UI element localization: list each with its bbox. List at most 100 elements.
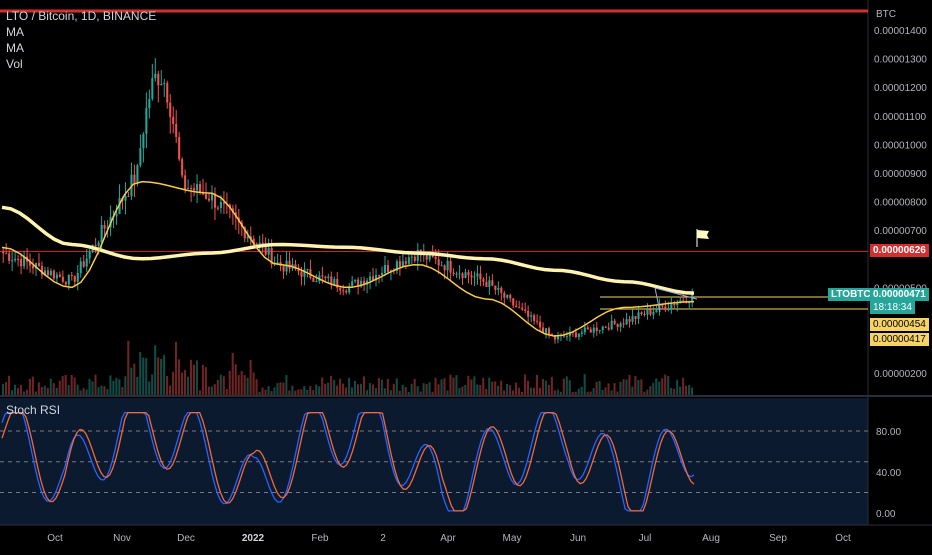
candle-body — [449, 260, 452, 273]
stoch-rsi-label[interactable]: Stoch RSI — [6, 403, 61, 417]
volume-bar — [595, 381, 598, 395]
volume-bar — [213, 384, 216, 395]
volume-bar — [273, 387, 276, 395]
flag-icon[interactable] — [695, 228, 711, 248]
candle-body — [476, 273, 479, 277]
volume-bar — [291, 385, 294, 395]
candle-body — [646, 309, 649, 315]
candle-body — [539, 321, 542, 328]
volume-bar — [580, 386, 583, 395]
candle-body — [542, 327, 545, 333]
candle-body — [172, 116, 175, 124]
candle-body — [610, 320, 613, 330]
volume-bar — [691, 387, 694, 395]
candle-body — [386, 265, 390, 273]
volume-bar — [333, 379, 336, 395]
volume-bar — [404, 386, 407, 395]
time-tick-label: Jul — [639, 533, 652, 544]
volume-bar — [267, 386, 270, 395]
legend-title[interactable]: LTO / Bitcoin, 1D, BINANCE — [6, 9, 157, 23]
candle-body — [58, 274, 61, 277]
volume-bar — [100, 385, 103, 395]
volume-bar — [643, 391, 646, 395]
price-tick-label: 0.00000700 — [874, 226, 927, 237]
candle-body — [210, 193, 214, 201]
candle-body — [258, 242, 261, 245]
candle-body — [595, 327, 598, 332]
volume-bar — [327, 382, 330, 395]
volume-bar — [383, 388, 386, 395]
candle-body — [455, 273, 458, 275]
volume-bar — [461, 386, 464, 395]
volume-bar — [97, 387, 100, 395]
volume-bar — [342, 383, 345, 395]
volume-bar — [31, 376, 34, 395]
volume-bar — [562, 378, 565, 395]
volume-bar — [228, 370, 231, 395]
legend-volume[interactable]: Vol — [6, 57, 23, 71]
candle-body — [79, 261, 82, 273]
candle-body — [276, 262, 279, 264]
volume-bar — [154, 345, 157, 395]
candle-body — [148, 98, 151, 109]
volume-bar — [70, 374, 73, 395]
candles — [2, 58, 694, 344]
volume-bar — [288, 390, 291, 395]
volume-bar — [368, 383, 371, 395]
candle-body — [160, 83, 163, 86]
candle-body — [613, 320, 616, 324]
volume-bar — [73, 377, 76, 395]
volume-bar — [485, 388, 488, 395]
volume-bar — [249, 360, 252, 395]
volume-bar — [613, 383, 616, 395]
time-tick-label: Nov — [113, 533, 131, 544]
candle-body — [207, 198, 211, 201]
candle-body — [106, 227, 109, 229]
volume-bar — [240, 371, 243, 395]
time-tick-label: May — [503, 533, 522, 544]
volume-bar — [219, 374, 222, 395]
volume-bar — [28, 378, 31, 395]
candle-body — [351, 281, 354, 287]
candle-body — [643, 314, 646, 316]
countdown-tag: 18:18:34 — [870, 301, 915, 314]
candle-body — [446, 260, 449, 271]
volume-bar — [52, 383, 55, 395]
volume-bar — [285, 375, 288, 395]
price-tick-label: 0.00001300 — [874, 55, 927, 66]
volume-bar — [91, 381, 94, 395]
candle-body — [652, 311, 655, 315]
volume-bar — [440, 379, 443, 395]
volume-bar — [186, 376, 190, 395]
volume-bar — [589, 391, 592, 395]
volume-bar — [452, 377, 455, 395]
candle-body — [70, 275, 73, 277]
candle-body — [354, 279, 357, 282]
candle-body — [503, 292, 506, 298]
candle-body — [562, 335, 565, 337]
volume-bar — [189, 359, 193, 395]
volume-bar — [407, 391, 410, 395]
candle-body — [363, 280, 366, 285]
candle-body — [631, 316, 634, 322]
volume-bar — [422, 383, 425, 395]
legend-ma-1[interactable]: MA — [6, 25, 24, 39]
volume-bar — [258, 391, 261, 395]
volume-bar — [604, 387, 607, 395]
candle-body — [512, 298, 515, 306]
volume-bar — [4, 382, 8, 395]
candle-body — [518, 307, 521, 309]
volume-bar — [118, 379, 121, 395]
volume-bar — [40, 386, 43, 395]
candle-body — [175, 123, 178, 137]
volume-bar — [216, 379, 219, 395]
volume-bar — [523, 374, 527, 395]
candle-body — [586, 327, 589, 330]
legend-ma-2[interactable]: MA — [6, 41, 24, 55]
candle-body — [219, 202, 222, 209]
volume-bar — [449, 374, 452, 395]
volume-bar — [106, 389, 109, 395]
candle-body — [357, 279, 360, 287]
